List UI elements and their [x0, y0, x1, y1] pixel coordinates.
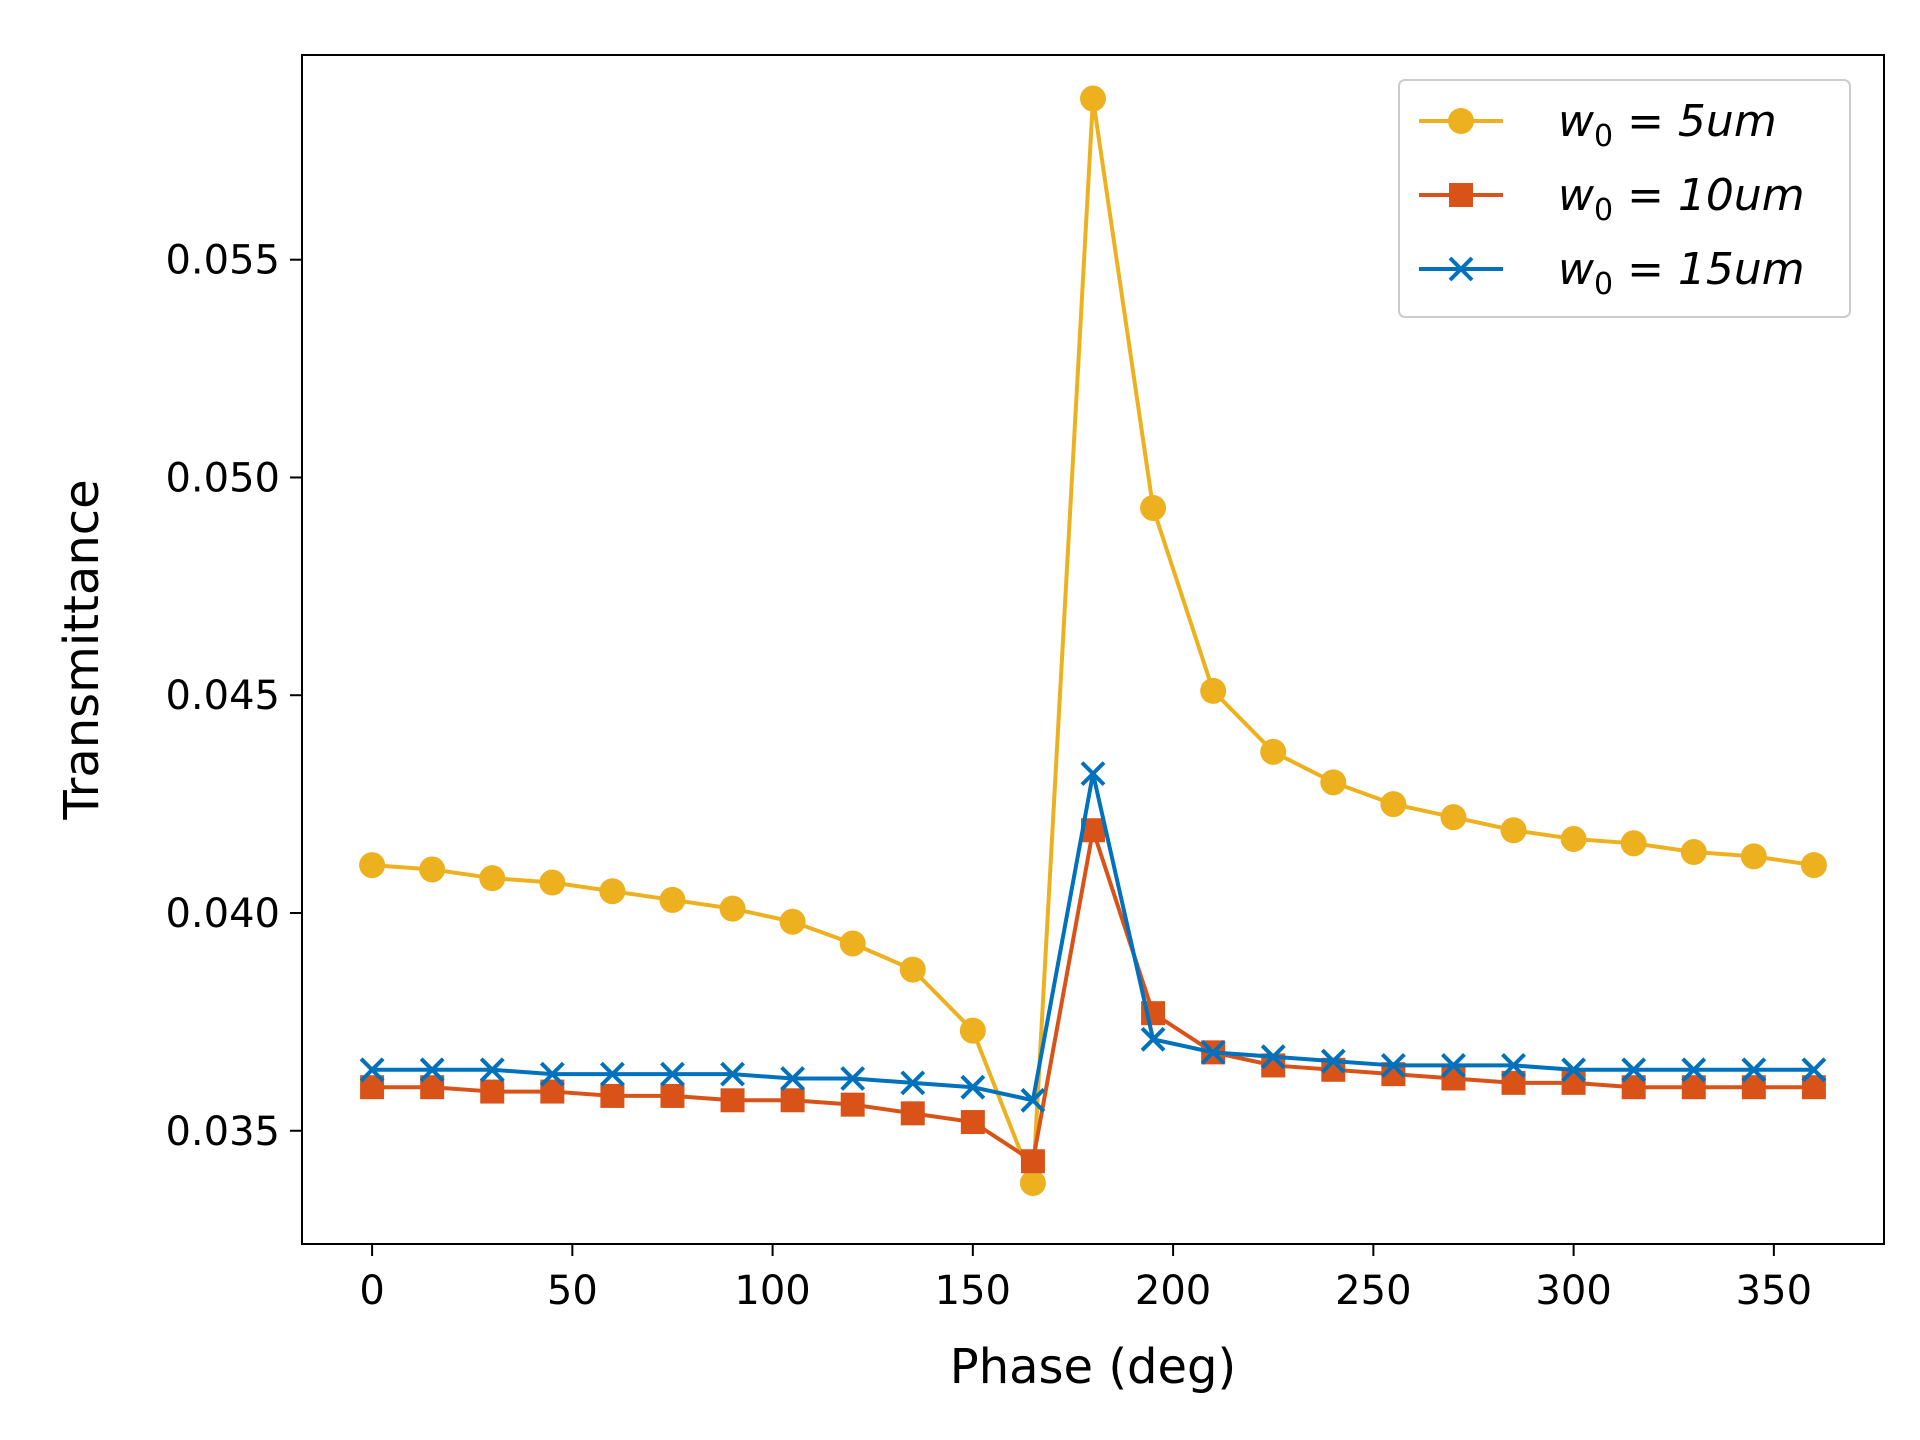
series-layer — [359, 85, 1827, 1197]
legend-entry: w0 = 10um — [1419, 170, 1805, 228]
y-tick-label: 0.055 — [165, 238, 280, 284]
legend-entry: w0 = 15um — [1419, 244, 1805, 302]
data-point — [1440, 804, 1467, 831]
x-tick-label: 100 — [734, 1268, 810, 1314]
data-point — [1200, 677, 1227, 704]
data-point — [900, 1101, 925, 1126]
data-point — [1680, 839, 1707, 866]
x-tick-label: 50 — [547, 1268, 598, 1314]
data-point — [899, 956, 926, 983]
legend-marker — [1448, 256, 1474, 282]
data-point — [1380, 791, 1407, 818]
data-point — [960, 1074, 986, 1100]
data-point — [1500, 817, 1527, 844]
data-point — [779, 908, 806, 935]
data-point — [1140, 494, 1167, 521]
data-point — [660, 1083, 685, 1108]
data-point — [479, 865, 506, 892]
data-point — [720, 1088, 745, 1113]
data-point — [1200, 1039, 1226, 1065]
data-point — [480, 1079, 505, 1104]
legend-label: w0 = 10um — [1558, 170, 1805, 228]
x-tick-label: 200 — [1135, 1268, 1211, 1314]
data-point — [539, 1061, 565, 1087]
data-point — [1441, 1053, 1466, 1078]
data-point — [1621, 1057, 1647, 1083]
data-point — [1441, 1066, 1466, 1091]
data-point — [1561, 1070, 1586, 1095]
data-point — [1080, 85, 1106, 112]
y-axis-label: Transmittance — [54, 479, 110, 820]
data-point — [1020, 1149, 1045, 1174]
legend: w0 = 5um w0 = 10um w0 = 15um — [1398, 79, 1851, 318]
data-point — [780, 1066, 806, 1091]
x-axis-label: Phase (deg) — [950, 1339, 1237, 1395]
data-point — [1741, 1057, 1767, 1083]
series-1 — [359, 85, 1827, 1197]
data-point — [660, 1061, 685, 1087]
legend-marker — [1448, 108, 1474, 134]
x-tick-label: 350 — [1736, 1268, 1812, 1314]
data-point — [599, 878, 626, 905]
data-point — [659, 886, 686, 913]
data-point — [719, 895, 746, 922]
data-point — [1800, 852, 1827, 879]
data-point — [1620, 830, 1647, 857]
data-point — [539, 869, 566, 896]
data-point — [599, 1061, 625, 1087]
legend-label: w0 = 15um — [1558, 244, 1805, 302]
x-axis: 0 50 100 150 200 250 300 350 — [359, 1244, 1812, 1314]
data-point — [359, 1057, 385, 1083]
data-point — [1080, 761, 1106, 787]
data-point — [1260, 738, 1287, 765]
data-point — [1501, 1053, 1526, 1078]
x-tick-label: 250 — [1335, 1268, 1411, 1314]
data-point — [839, 930, 866, 957]
data-point — [1260, 1044, 1286, 1070]
data-point — [960, 1110, 985, 1135]
data-point — [1380, 1053, 1406, 1078]
x-tick-label: 300 — [1535, 1268, 1611, 1314]
data-point — [1560, 825, 1587, 852]
data-point — [1320, 1048, 1346, 1074]
data-point — [1740, 843, 1767, 870]
data-point — [900, 1070, 926, 1096]
data-point — [479, 1057, 505, 1083]
legend-box — [1398, 79, 1851, 318]
data-point — [1801, 1057, 1827, 1083]
x-tick-label: 150 — [935, 1268, 1011, 1314]
data-point — [1140, 1026, 1166, 1052]
x-tick-label: 0 — [359, 1268, 384, 1314]
series-3 — [359, 761, 1827, 1113]
data-point — [1561, 1057, 1587, 1083]
y-tick-label: 0.050 — [165, 455, 280, 501]
data-point — [840, 1092, 865, 1117]
data-point — [359, 852, 386, 879]
y-tick-label: 0.045 — [165, 673, 280, 719]
y-tick-label: 0.040 — [165, 891, 280, 937]
data-point — [419, 1057, 445, 1083]
legend-label: w0 = 5um — [1558, 96, 1777, 154]
data-point — [419, 856, 446, 883]
y-tick-label: 0.035 — [165, 1109, 280, 1155]
plot-frame — [301, 54, 1885, 1245]
data-point — [840, 1066, 866, 1091]
legend-entry: w0 = 5um — [1419, 96, 1777, 154]
data-point — [1019, 1170, 1046, 1197]
legend-marker — [1449, 183, 1473, 207]
data-point — [720, 1061, 745, 1087]
data-point — [600, 1083, 625, 1108]
data-point — [1320, 769, 1347, 796]
data-point — [780, 1088, 805, 1113]
data-point — [1681, 1057, 1707, 1083]
y-axis: 0.035 0.040 0.045 0.050 0.055 — [165, 238, 302, 1155]
data-point — [1020, 1087, 1046, 1113]
data-point — [959, 1017, 986, 1044]
